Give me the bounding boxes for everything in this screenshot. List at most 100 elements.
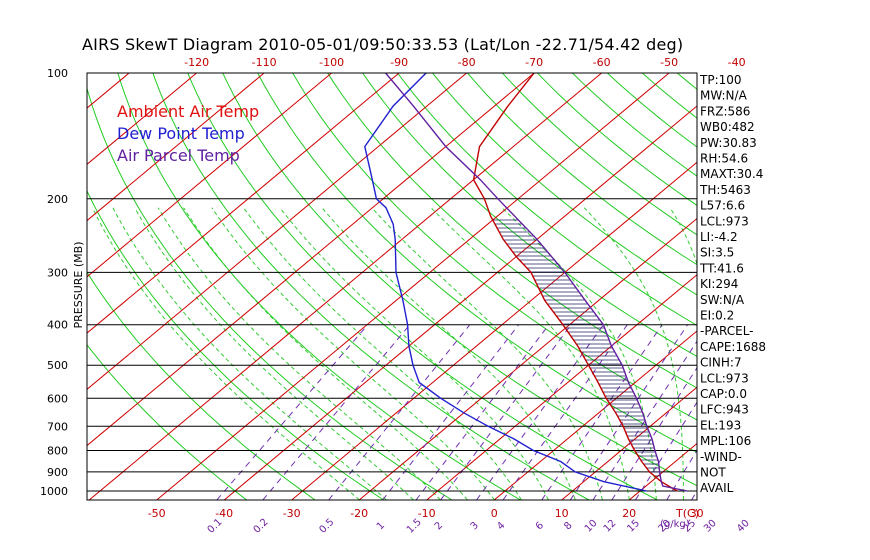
index-value: SI:3.5 xyxy=(700,246,734,260)
moist-adiabat-line xyxy=(764,208,810,500)
isotherm-line xyxy=(493,330,697,500)
legend-entry: Ambient Air Temp xyxy=(117,102,259,121)
isotherm-line xyxy=(223,105,697,500)
dry-adiabat-line xyxy=(222,73,697,487)
dry-adiabat-line xyxy=(152,73,590,500)
isotherm-line xyxy=(426,274,697,500)
index-value: LFC:943 xyxy=(700,403,749,417)
x-tick-label-top: -60 xyxy=(593,56,611,69)
index-value: TH:5463 xyxy=(699,183,751,197)
index-value: KI:294 xyxy=(700,277,738,291)
mixing-ratio-line xyxy=(666,449,697,500)
index-value: SW:N/A xyxy=(700,293,745,307)
mixing-ratio-line xyxy=(635,401,697,500)
index-value: AVAIL xyxy=(700,481,734,495)
mixing-ratio-label: 3 xyxy=(469,520,481,532)
dry-adiabat-line xyxy=(87,86,453,500)
x-tick-label-top: -70 xyxy=(525,56,543,69)
y-tick-label: 300 xyxy=(47,266,68,279)
mixing-ratio-label: 40 xyxy=(735,518,752,535)
x-tick-label-bottom: 30 xyxy=(690,507,704,520)
mixing-ratio-label: 2 xyxy=(433,520,445,532)
isotherm-line xyxy=(291,161,697,500)
index-value: CINH:7 xyxy=(700,356,742,370)
index-value: MPL:106 xyxy=(700,434,751,448)
mixing-ratio-label: 0.2 xyxy=(252,517,271,536)
dry-adiabat-line xyxy=(467,73,697,266)
x-tick-label-top: -80 xyxy=(458,56,476,69)
x-tick-label-bottom: -20 xyxy=(350,507,368,520)
isotherm-line xyxy=(832,73,870,500)
dry-adiabat-line xyxy=(782,73,870,500)
index-value: LCL:973 xyxy=(700,214,749,228)
index-value: MW:N/A xyxy=(700,89,748,103)
mixing-ratio-line xyxy=(328,324,471,500)
mixing-ratio-label: 12 xyxy=(602,518,619,535)
x-tick-label-bottom: 20 xyxy=(622,507,636,520)
mixing-ratio-line xyxy=(541,324,663,500)
y-tick-label: 200 xyxy=(47,193,68,206)
series-line xyxy=(385,73,688,492)
mixing-ratio-label: 30 xyxy=(702,518,719,535)
isotherm-line xyxy=(156,73,670,500)
legend-entry: Dew Point Temp xyxy=(117,124,245,143)
isotherm-line xyxy=(88,73,602,500)
dry-adiabat-line xyxy=(537,73,697,206)
isotherm-line xyxy=(87,73,535,447)
plot-frame xyxy=(86,72,698,501)
mixing-ratio-line xyxy=(569,324,689,500)
dry-adiabat-line xyxy=(817,73,870,500)
mixing-ratio-label: 10 xyxy=(583,518,600,535)
moist-adiabat-line xyxy=(501,207,657,500)
index-value: NOT xyxy=(700,466,726,480)
isotherm-line xyxy=(87,73,130,109)
x-axis-unit-label: T(C) xyxy=(675,507,699,520)
dry-adiabat-line xyxy=(87,344,247,500)
isotherm-line xyxy=(0,73,62,500)
moist-adiabat-line xyxy=(430,207,630,500)
index-value: -PARCEL- xyxy=(700,324,754,338)
index-value: -WIND- xyxy=(700,450,742,464)
isotherm-line xyxy=(87,73,197,165)
x-tick-label-top: -50 xyxy=(660,56,678,69)
mixing-ratio-line xyxy=(592,340,697,500)
x-tick-label-top: -90 xyxy=(390,56,408,69)
mixing-ratio-label: 4 xyxy=(495,520,507,532)
index-value: PW:30.83 xyxy=(700,136,757,150)
isotherm-line xyxy=(764,73,870,500)
x-tick-label-bottom: -30 xyxy=(283,507,301,520)
y-tick-label: 400 xyxy=(47,319,68,332)
y-tick-label: 800 xyxy=(47,445,68,458)
isotherm-line xyxy=(87,73,467,390)
moist-adiabat-line xyxy=(583,207,684,500)
isotherm-line xyxy=(358,217,697,500)
index-value: L57:6.6 xyxy=(700,199,745,213)
mixing-ratio-line xyxy=(476,324,604,500)
series-line xyxy=(364,73,647,492)
y-tick-label: 500 xyxy=(47,359,68,372)
moist-adiabat-line xyxy=(321,207,576,500)
dry-adiabat-line xyxy=(362,73,697,358)
dry-adiabat-line xyxy=(502,73,697,236)
dry-adiabat-line xyxy=(747,73,870,500)
dry-adiabat-line xyxy=(606,73,697,148)
chart-title: AIRS SkewT Diagram 2010-05-01/09:50:33.5… xyxy=(82,35,684,54)
mixing-ratio-line xyxy=(611,366,697,500)
mixing-ratio-line xyxy=(382,324,520,500)
index-value: TP:100 xyxy=(699,73,742,87)
dry-adiabat-line xyxy=(572,73,697,177)
index-value: MAXT:30.4 xyxy=(700,167,763,181)
x-tick-label-top: -100 xyxy=(319,56,344,69)
x-tick-label-top: -40 xyxy=(728,56,746,69)
isotherm-line xyxy=(87,73,332,278)
moist-adiabat-line xyxy=(211,207,495,500)
dry-adiabat-line xyxy=(87,189,384,500)
mixing-ratio-unit-label: (g/kg) xyxy=(660,519,690,530)
index-value: EI:0.2 xyxy=(700,309,734,323)
index-value: CAPE:1688 xyxy=(700,340,766,354)
series-line xyxy=(472,73,678,492)
index-value: WB0:482 xyxy=(700,120,755,134)
y-axis-label: PRESSURE (MB) xyxy=(72,242,85,329)
x-tick-label-top: -110 xyxy=(252,56,277,69)
